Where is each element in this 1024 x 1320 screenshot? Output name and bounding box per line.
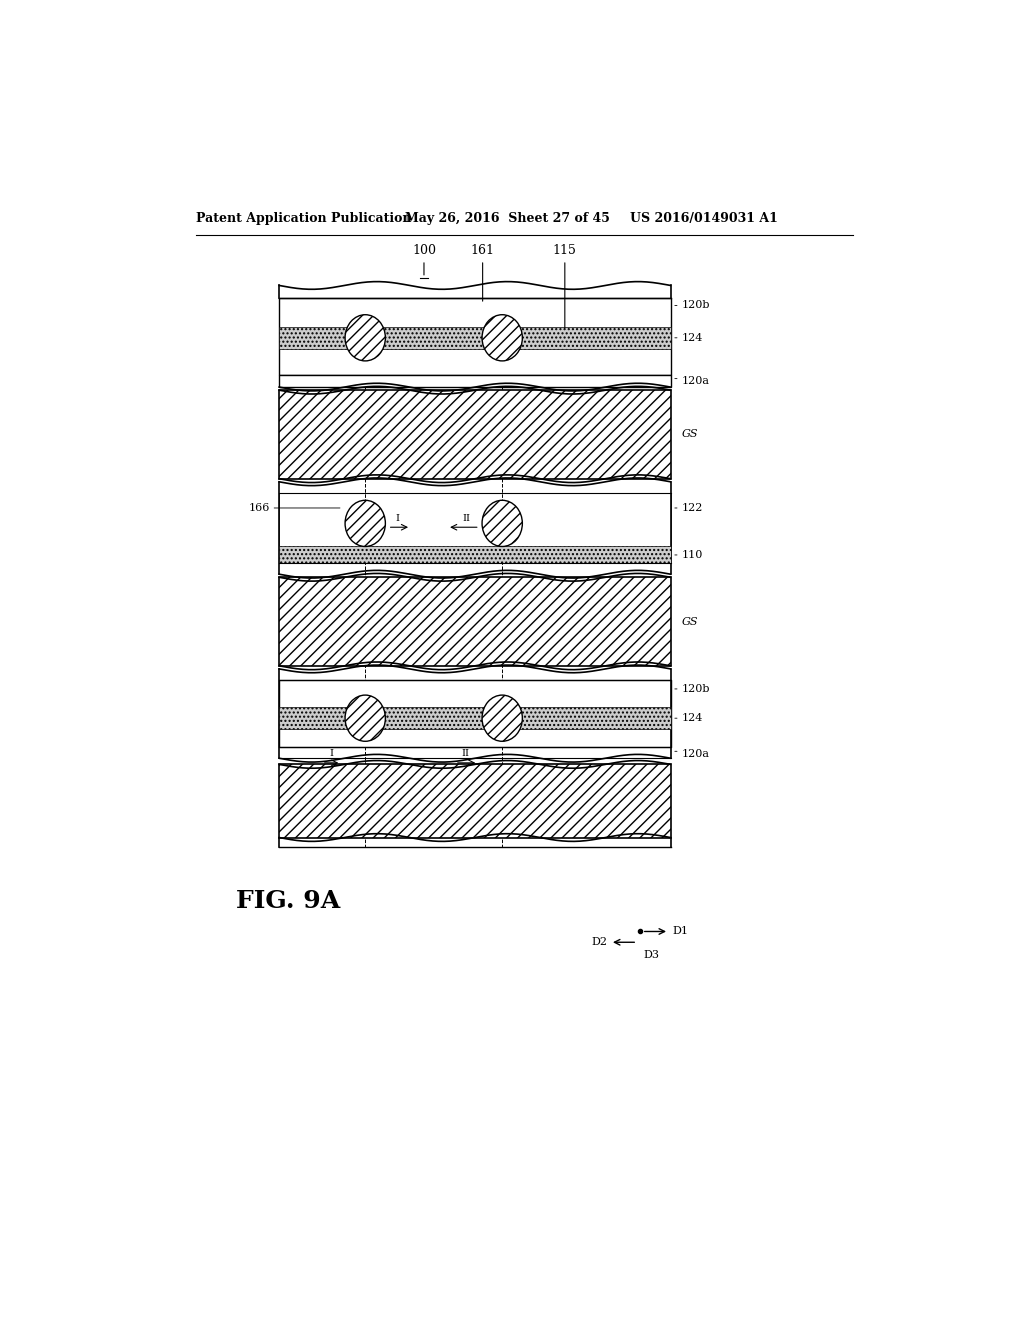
Ellipse shape — [482, 314, 522, 360]
Text: 120a: 120a — [681, 748, 710, 759]
Text: May 26, 2016  Sheet 27 of 45: May 26, 2016 Sheet 27 of 45 — [406, 213, 610, 224]
Text: 110: 110 — [681, 550, 702, 560]
Bar — [280, 492, 671, 564]
Bar — [280, 327, 671, 348]
Text: 120b: 120b — [681, 301, 710, 310]
Ellipse shape — [482, 500, 522, 546]
Bar — [280, 391, 671, 479]
Bar — [280, 764, 671, 838]
Text: GS: GS — [681, 429, 697, 440]
Bar — [280, 375, 671, 387]
Text: 161: 161 — [471, 244, 495, 257]
Bar — [280, 708, 671, 729]
Text: 115: 115 — [553, 244, 577, 257]
Text: D2: D2 — [591, 937, 607, 948]
Bar — [280, 546, 671, 564]
Text: D1: D1 — [672, 927, 688, 936]
Text: 124: 124 — [681, 333, 702, 343]
Text: 166: 166 — [249, 503, 270, 513]
Ellipse shape — [345, 314, 385, 360]
Ellipse shape — [482, 696, 522, 742]
Text: 120b: 120b — [681, 684, 710, 694]
Ellipse shape — [345, 500, 385, 546]
Text: D3: D3 — [643, 950, 659, 960]
Bar — [280, 680, 671, 747]
Text: Patent Application Publication: Patent Application Publication — [197, 213, 412, 224]
Bar — [280, 577, 671, 665]
Text: 124: 124 — [681, 713, 702, 723]
Text: 120a: 120a — [681, 376, 710, 385]
Ellipse shape — [345, 696, 385, 742]
Text: II: II — [461, 750, 469, 758]
Text: I: I — [329, 750, 333, 758]
Text: GS: GS — [681, 616, 697, 627]
Text: I: I — [395, 513, 399, 523]
Text: 100: 100 — [412, 244, 436, 257]
Text: 122: 122 — [681, 503, 702, 513]
Text: FIG. 9A: FIG. 9A — [237, 888, 341, 912]
Text: II: II — [463, 513, 471, 523]
Text: US 2016/0149031 A1: US 2016/0149031 A1 — [630, 213, 778, 224]
Bar — [280, 298, 671, 375]
